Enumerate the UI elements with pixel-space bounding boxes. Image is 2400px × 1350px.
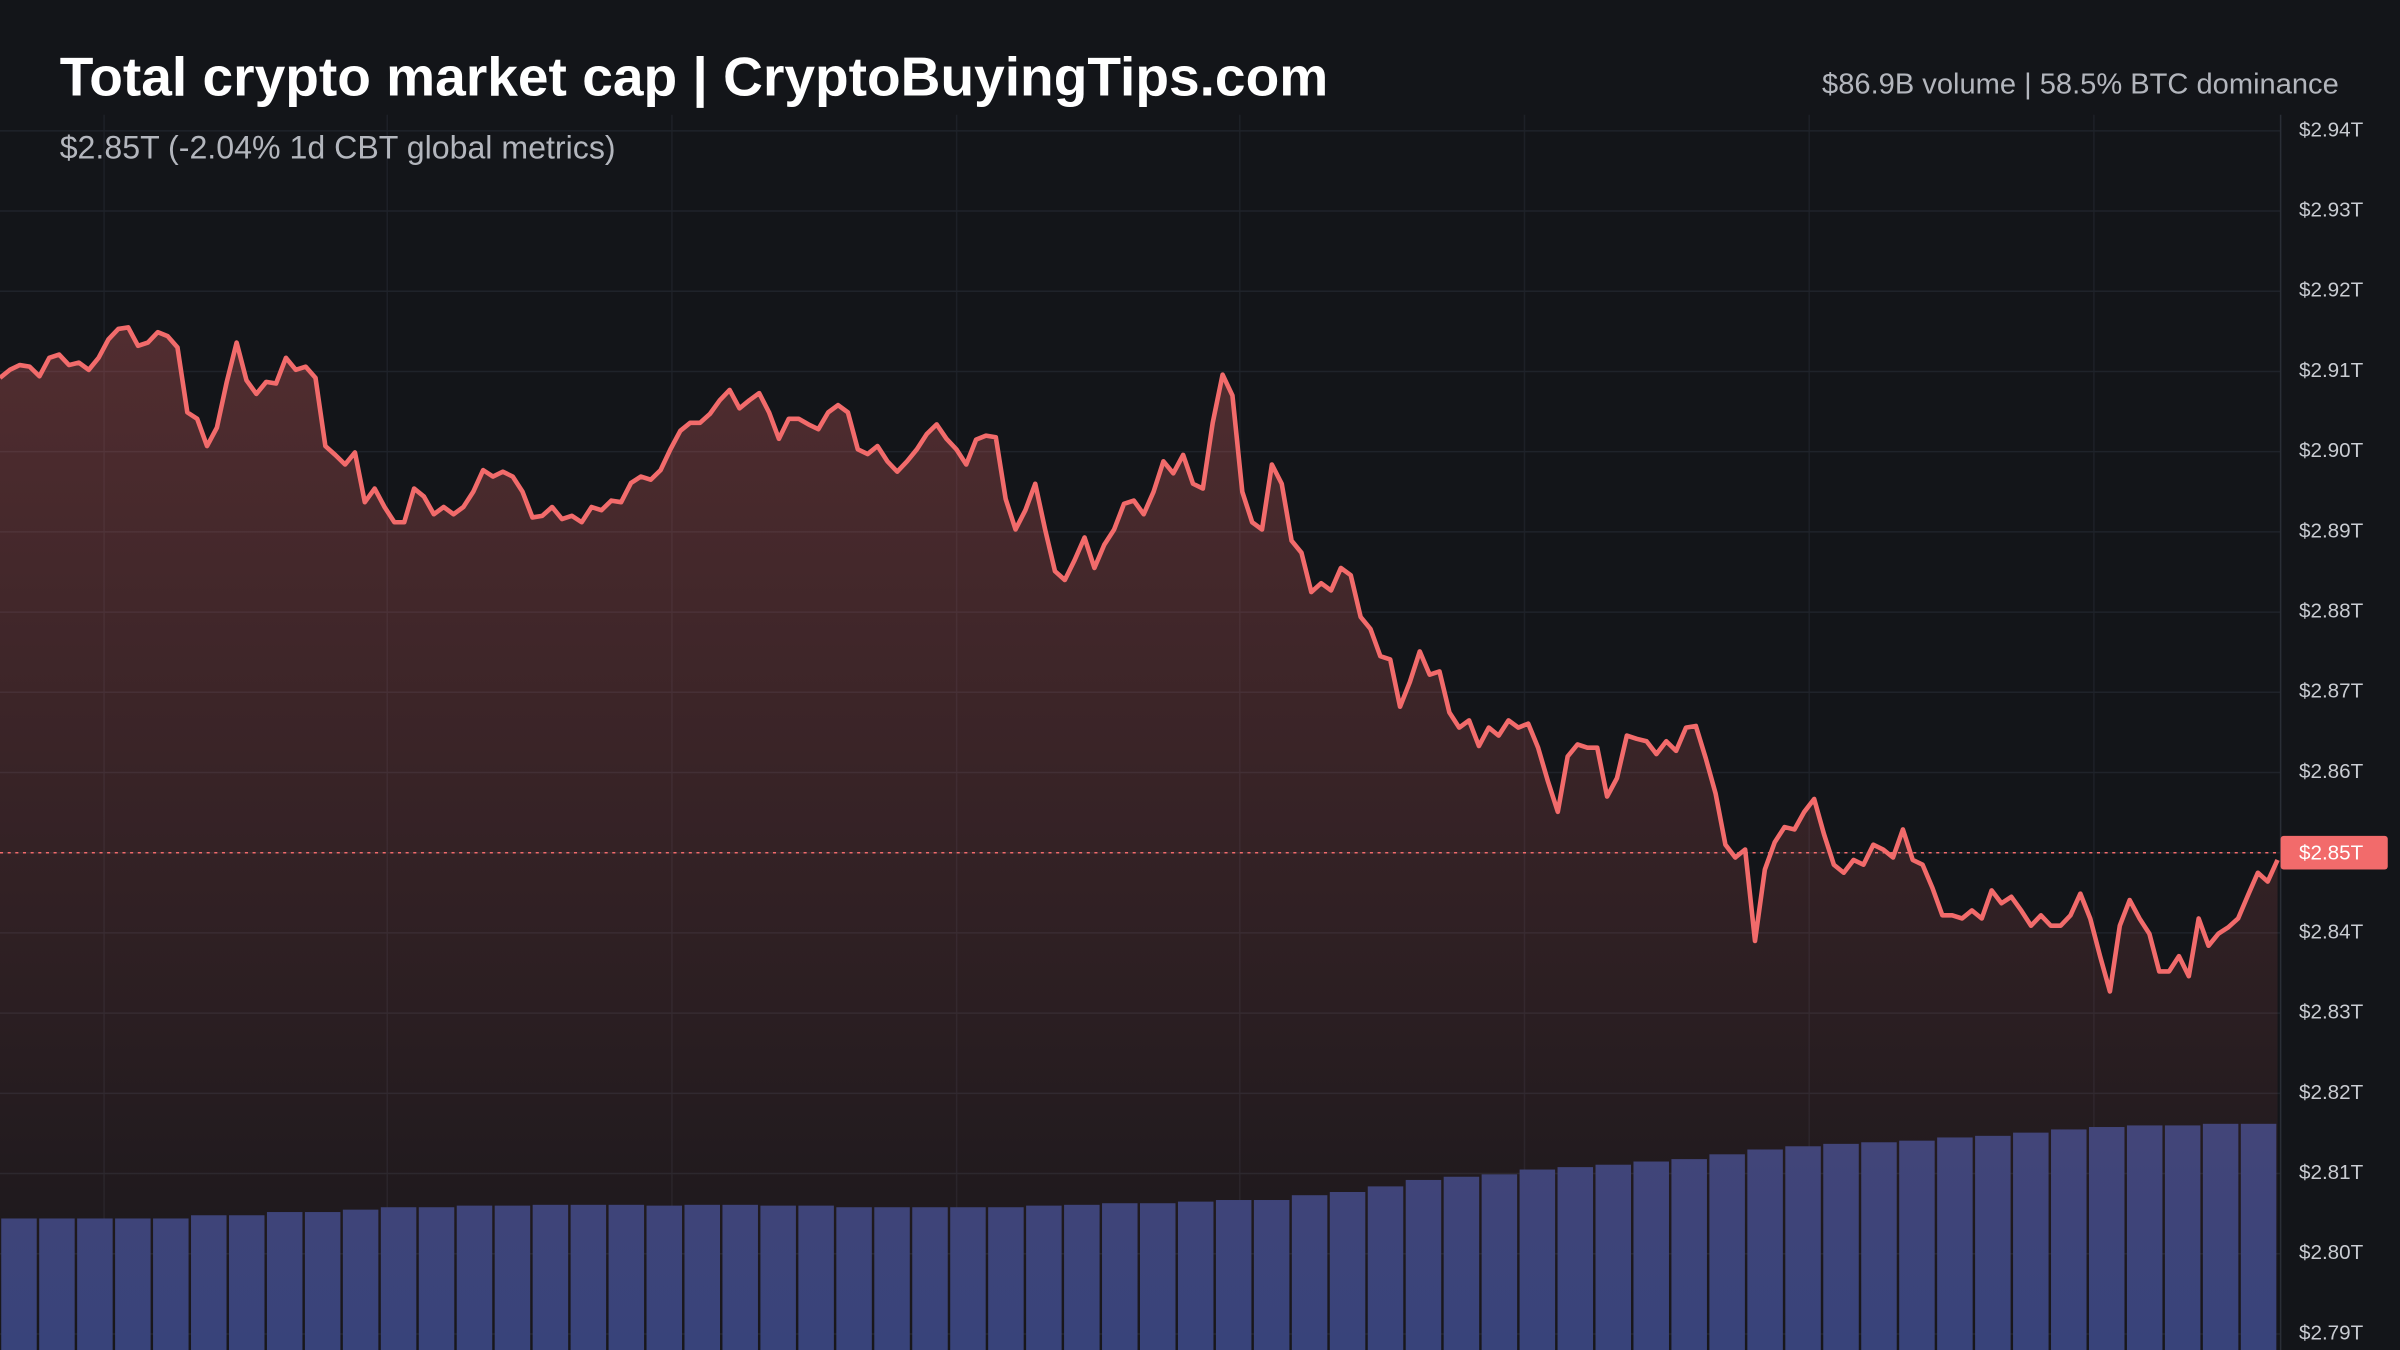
y-tick-label: $2.86T <box>2299 760 2364 783</box>
area <box>0 327 2278 1350</box>
y-tick-label: $2.92T <box>2299 279 2364 302</box>
chart-subtitle: $2.85T (-2.04% 1d CBT global metrics) <box>60 129 616 165</box>
y-tick-label: $2.83T <box>2299 1001 2364 1024</box>
price-tag <box>2280 835 2388 870</box>
y-tick-label: $2.88T <box>2299 600 2364 623</box>
y-tick-label: $2.79T <box>2299 1321 2364 1344</box>
y-tick-label: $2.94T <box>2299 118 2364 141</box>
chart-title: Total crypto market cap | CryptoBuyingTi… <box>60 46 1329 109</box>
y-tick-label: $2.82T <box>2299 1081 2364 1104</box>
y-axis: $2.94T $2.93T $2.92T $2.91T $2.90T $2.89T $2.8… <box>2280 118 2388 1344</box>
y-tick-label: $2.81T <box>2299 1161 2364 1184</box>
y-tick-label: $2.87T <box>2299 680 2364 703</box>
line <box>0 325 2280 994</box>
y-tick-label: $2.93T <box>2299 198 2364 221</box>
y-tick-label: $2.80T <box>2299 1241 2364 1264</box>
price-tag-label: $2.85T <box>2299 842 2364 865</box>
plot <box>0 325 2281 1350</box>
header-annotation: $86.9B volume | 58.5% BTC dominance <box>1822 68 2339 100</box>
y-tick-label: $2.89T <box>2299 519 2364 542</box>
y-tick-label: $2.90T <box>2299 439 2364 462</box>
y-tick-label: $2.84T <box>2299 920 2364 943</box>
y-tick-label: $2.91T <box>2299 359 2364 382</box>
